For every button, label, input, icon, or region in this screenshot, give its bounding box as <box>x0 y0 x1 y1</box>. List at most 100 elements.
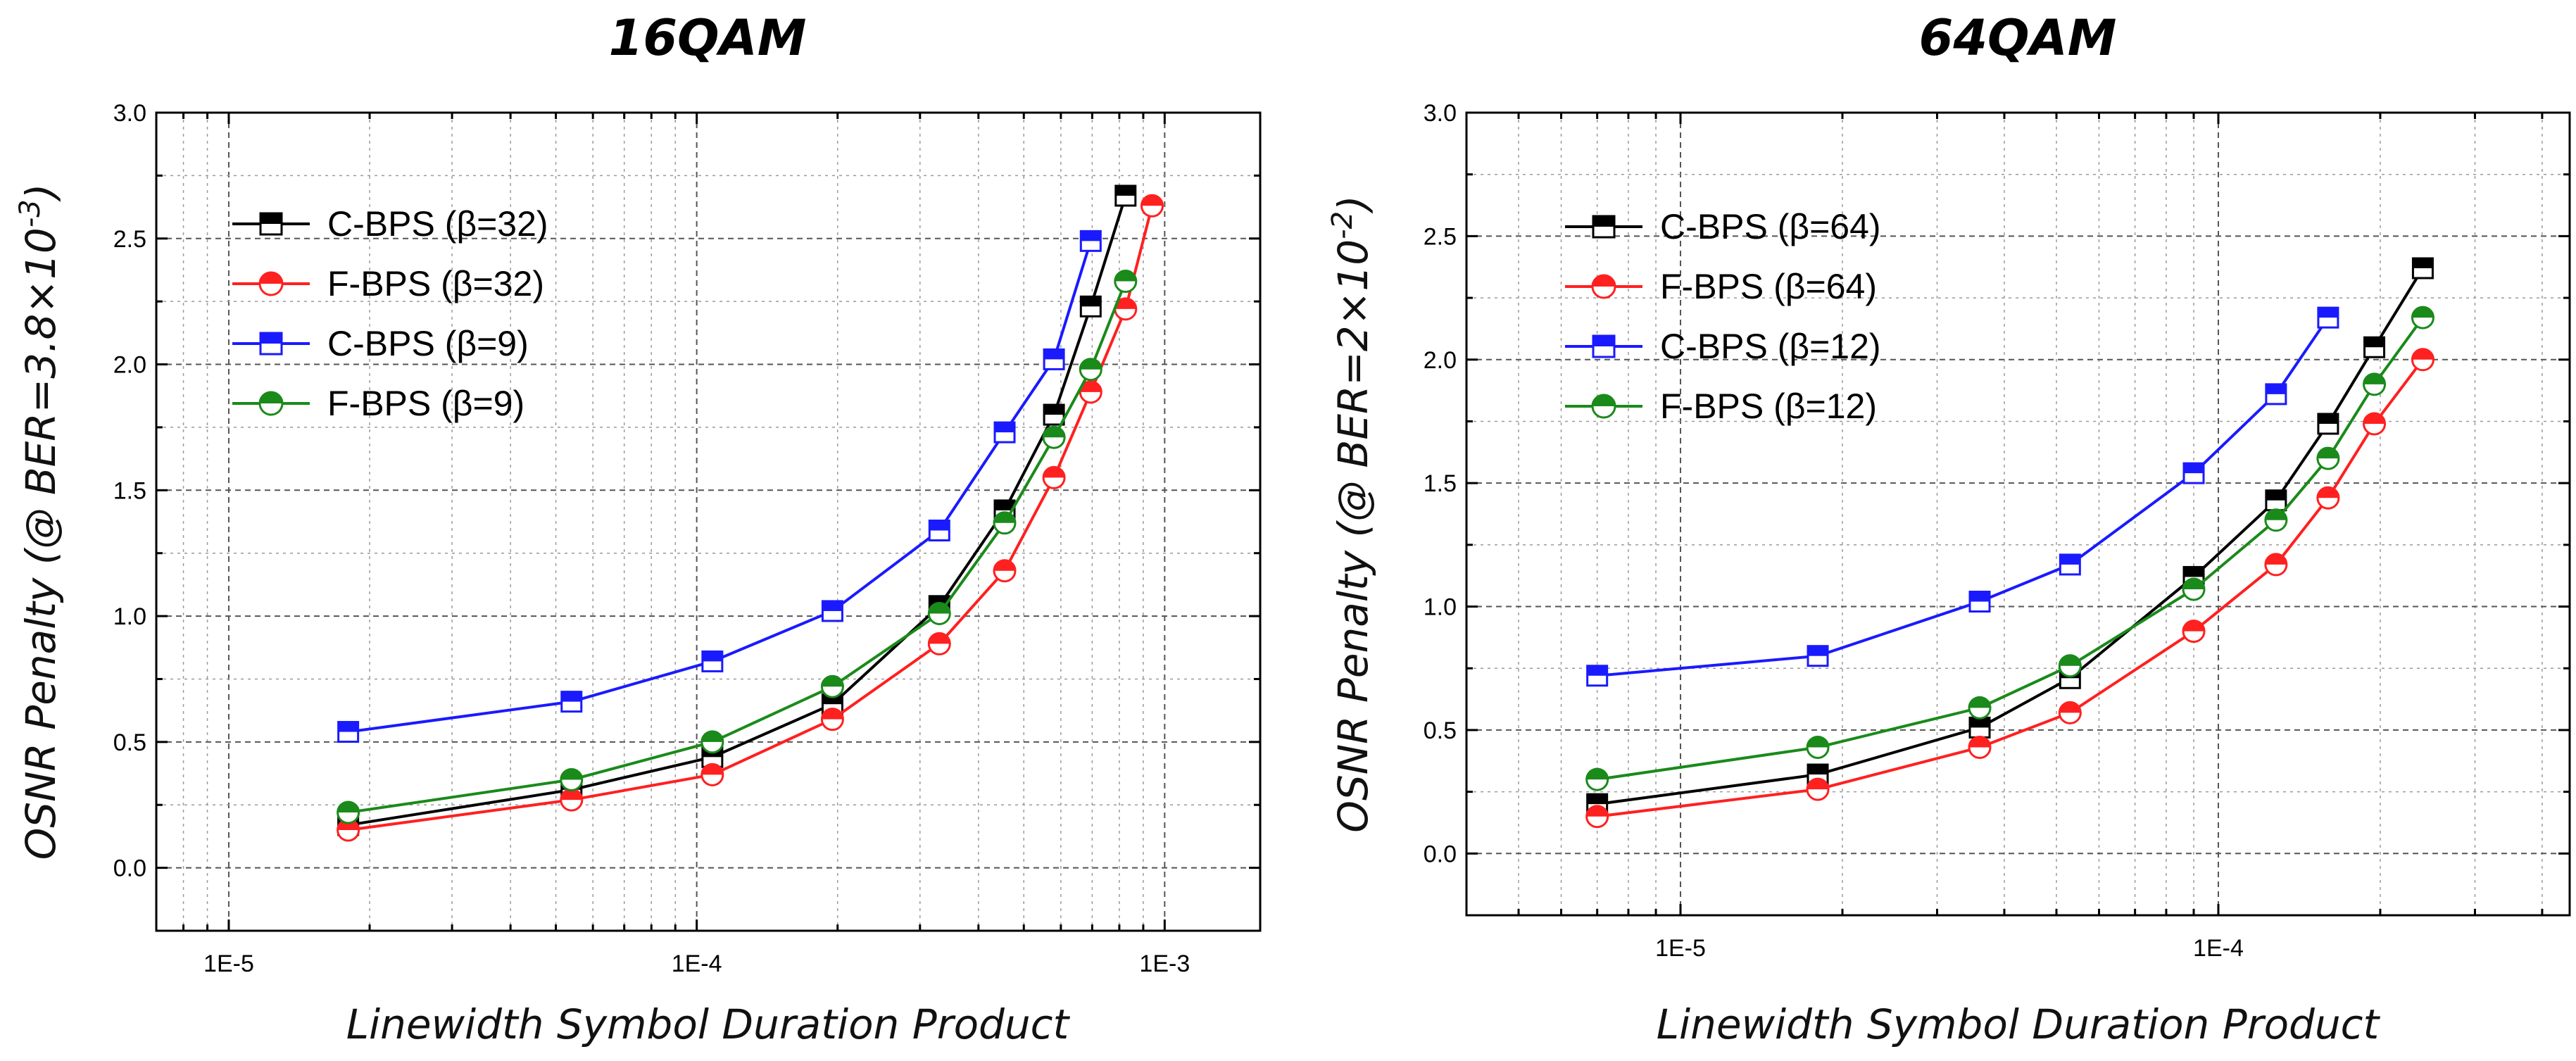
legend-label: F-BPS (β=12) <box>1660 387 1877 426</box>
series-f-bps-12- <box>1585 306 2434 791</box>
x-tick-label: 1E-4 <box>2193 935 2244 962</box>
y-tick-label: 0.5 <box>113 729 146 756</box>
y-tick-label: 0.0 <box>113 855 146 882</box>
legend-item: C-BPS (β=32) <box>232 204 548 244</box>
y-axis-label-main: OSNR Penalty (@ BER=2×10 <box>1329 239 1377 833</box>
y-axis-label-main: OSNR Penalty (@ BER=3.8×10 <box>17 227 65 860</box>
y-tick-label: 2.0 <box>1424 347 1457 374</box>
x-axis-label: Linewidth Symbol Duration Product <box>1657 1000 2381 1048</box>
data-point <box>2264 553 2288 577</box>
series-f-bps-9- <box>337 270 1138 824</box>
data-point <box>1968 735 1992 759</box>
legend-marker <box>1591 394 1616 419</box>
y-axis-label-exponent: -2 <box>1326 211 1359 239</box>
data-point <box>1079 295 1102 318</box>
series-c-bps-12- <box>1586 306 2339 687</box>
data-point <box>993 421 1016 444</box>
data-point <box>337 721 360 743</box>
series-c-bps-9- <box>337 230 1102 743</box>
data-point <box>993 559 1017 583</box>
data-point <box>560 691 583 713</box>
data-point <box>560 788 584 812</box>
legend-marker <box>1592 334 1616 358</box>
data-point <box>1585 805 1609 829</box>
data-point <box>2363 336 2386 358</box>
data-point <box>701 650 724 672</box>
data-point <box>1079 358 1102 382</box>
data-point <box>1043 348 1065 370</box>
data-point <box>2317 413 2339 435</box>
data-point <box>927 602 951 626</box>
legend-label: F-BPS (β=64) <box>1660 267 1877 306</box>
y-tick-label: 2.5 <box>113 226 146 253</box>
data-point <box>1807 645 1829 667</box>
data-point <box>1586 665 1609 687</box>
y-axis-label-exponent: -3 <box>14 199 46 227</box>
data-point <box>1968 716 1991 739</box>
data-point <box>2058 654 2082 678</box>
legend-item: F-BPS (β=32) <box>232 264 544 303</box>
data-point <box>2316 446 2340 470</box>
data-point <box>1140 194 1164 218</box>
series-f-bps-64- <box>1585 348 2434 829</box>
data-point <box>2059 553 2081 576</box>
y-tick-label: 0.0 <box>1424 841 1457 867</box>
legend-marker <box>1591 274 1616 299</box>
legend-item: F-BPS (β=12) <box>1565 387 1877 426</box>
chart-64qam: 64QAM 0.0 0.5 1.0 1.5 2.0 2.5 3.0 1E-5 1E-4 Linewi… <box>1326 9 2571 1048</box>
data-point <box>700 730 724 754</box>
legend-item: C-BPS (β=64) <box>1565 207 1881 246</box>
legend-label: F-BPS (β=9) <box>327 384 524 423</box>
data-point <box>993 511 1017 535</box>
x-tick-label: 1E-3 <box>1139 950 1190 977</box>
y-tick-label: 3.0 <box>1424 100 1457 127</box>
data-point <box>1806 735 1830 759</box>
y-tick-label: 1.0 <box>113 603 146 630</box>
data-point <box>1043 403 1065 426</box>
legend-label: C-BPS (β=64) <box>1660 207 1881 246</box>
y-axis-label-close: ) <box>17 184 65 203</box>
data-point <box>1968 696 1992 720</box>
legend-marker <box>258 271 284 296</box>
legend-marker <box>259 332 283 356</box>
grid <box>156 113 1260 931</box>
legend-item: F-BPS (β=64) <box>1565 267 1877 306</box>
data-point <box>2182 462 2205 484</box>
data-point <box>560 767 584 791</box>
data-point <box>1806 777 1830 801</box>
legend-item: F-BPS (β=9) <box>232 384 524 423</box>
y-tick-label: 1.0 <box>1424 594 1457 621</box>
legend-label: F-BPS (β=32) <box>327 264 544 303</box>
series-line <box>348 205 1154 831</box>
legend: C-BPS (β=64) F-BPS (β=64) C-BPS (β=12) F-BP… <box>1565 207 1881 426</box>
data-point <box>2265 383 2287 406</box>
data-point <box>2182 620 2206 643</box>
y-tick-label: 1.5 <box>113 477 146 504</box>
series-line <box>348 240 1093 734</box>
legend-item: C-BPS (β=9) <box>232 324 529 363</box>
data-point <box>820 708 844 732</box>
data-point <box>927 632 951 655</box>
data-point <box>820 674 844 698</box>
data-point <box>1968 591 1991 613</box>
data-point <box>2317 306 2339 329</box>
legend-label: C-BPS (β=12) <box>1660 327 1881 366</box>
legend-label: C-BPS (β=9) <box>327 324 529 363</box>
data-point <box>1079 380 1102 404</box>
data-point <box>2411 257 2434 280</box>
legend-label: C-BPS (β=32) <box>327 204 548 244</box>
chart-title: 64QAM <box>1919 9 2117 67</box>
data-point <box>1079 230 1102 252</box>
x-axis-label: Linewidth Symbol Duration Product <box>346 1000 1071 1048</box>
data-point <box>1042 465 1066 489</box>
plot-frame <box>155 111 1262 932</box>
chart-16qam: 16QAM 0.0 0.5 1.0 1.5 2.0 2.5 3.0 1E-5 1E-4 1E-3 Li… <box>14 9 1262 1048</box>
y-axis-label: OSNR Penalty (@ BER=3.8×10-3) <box>14 184 65 860</box>
y-tick-label: 1.5 <box>1424 470 1457 497</box>
plot-frame <box>1465 111 2571 917</box>
data-point <box>1042 425 1066 449</box>
y-tick-label: 3.0 <box>113 100 146 127</box>
y-tick-label: 2.0 <box>113 352 146 379</box>
data-point <box>2411 348 2434 372</box>
